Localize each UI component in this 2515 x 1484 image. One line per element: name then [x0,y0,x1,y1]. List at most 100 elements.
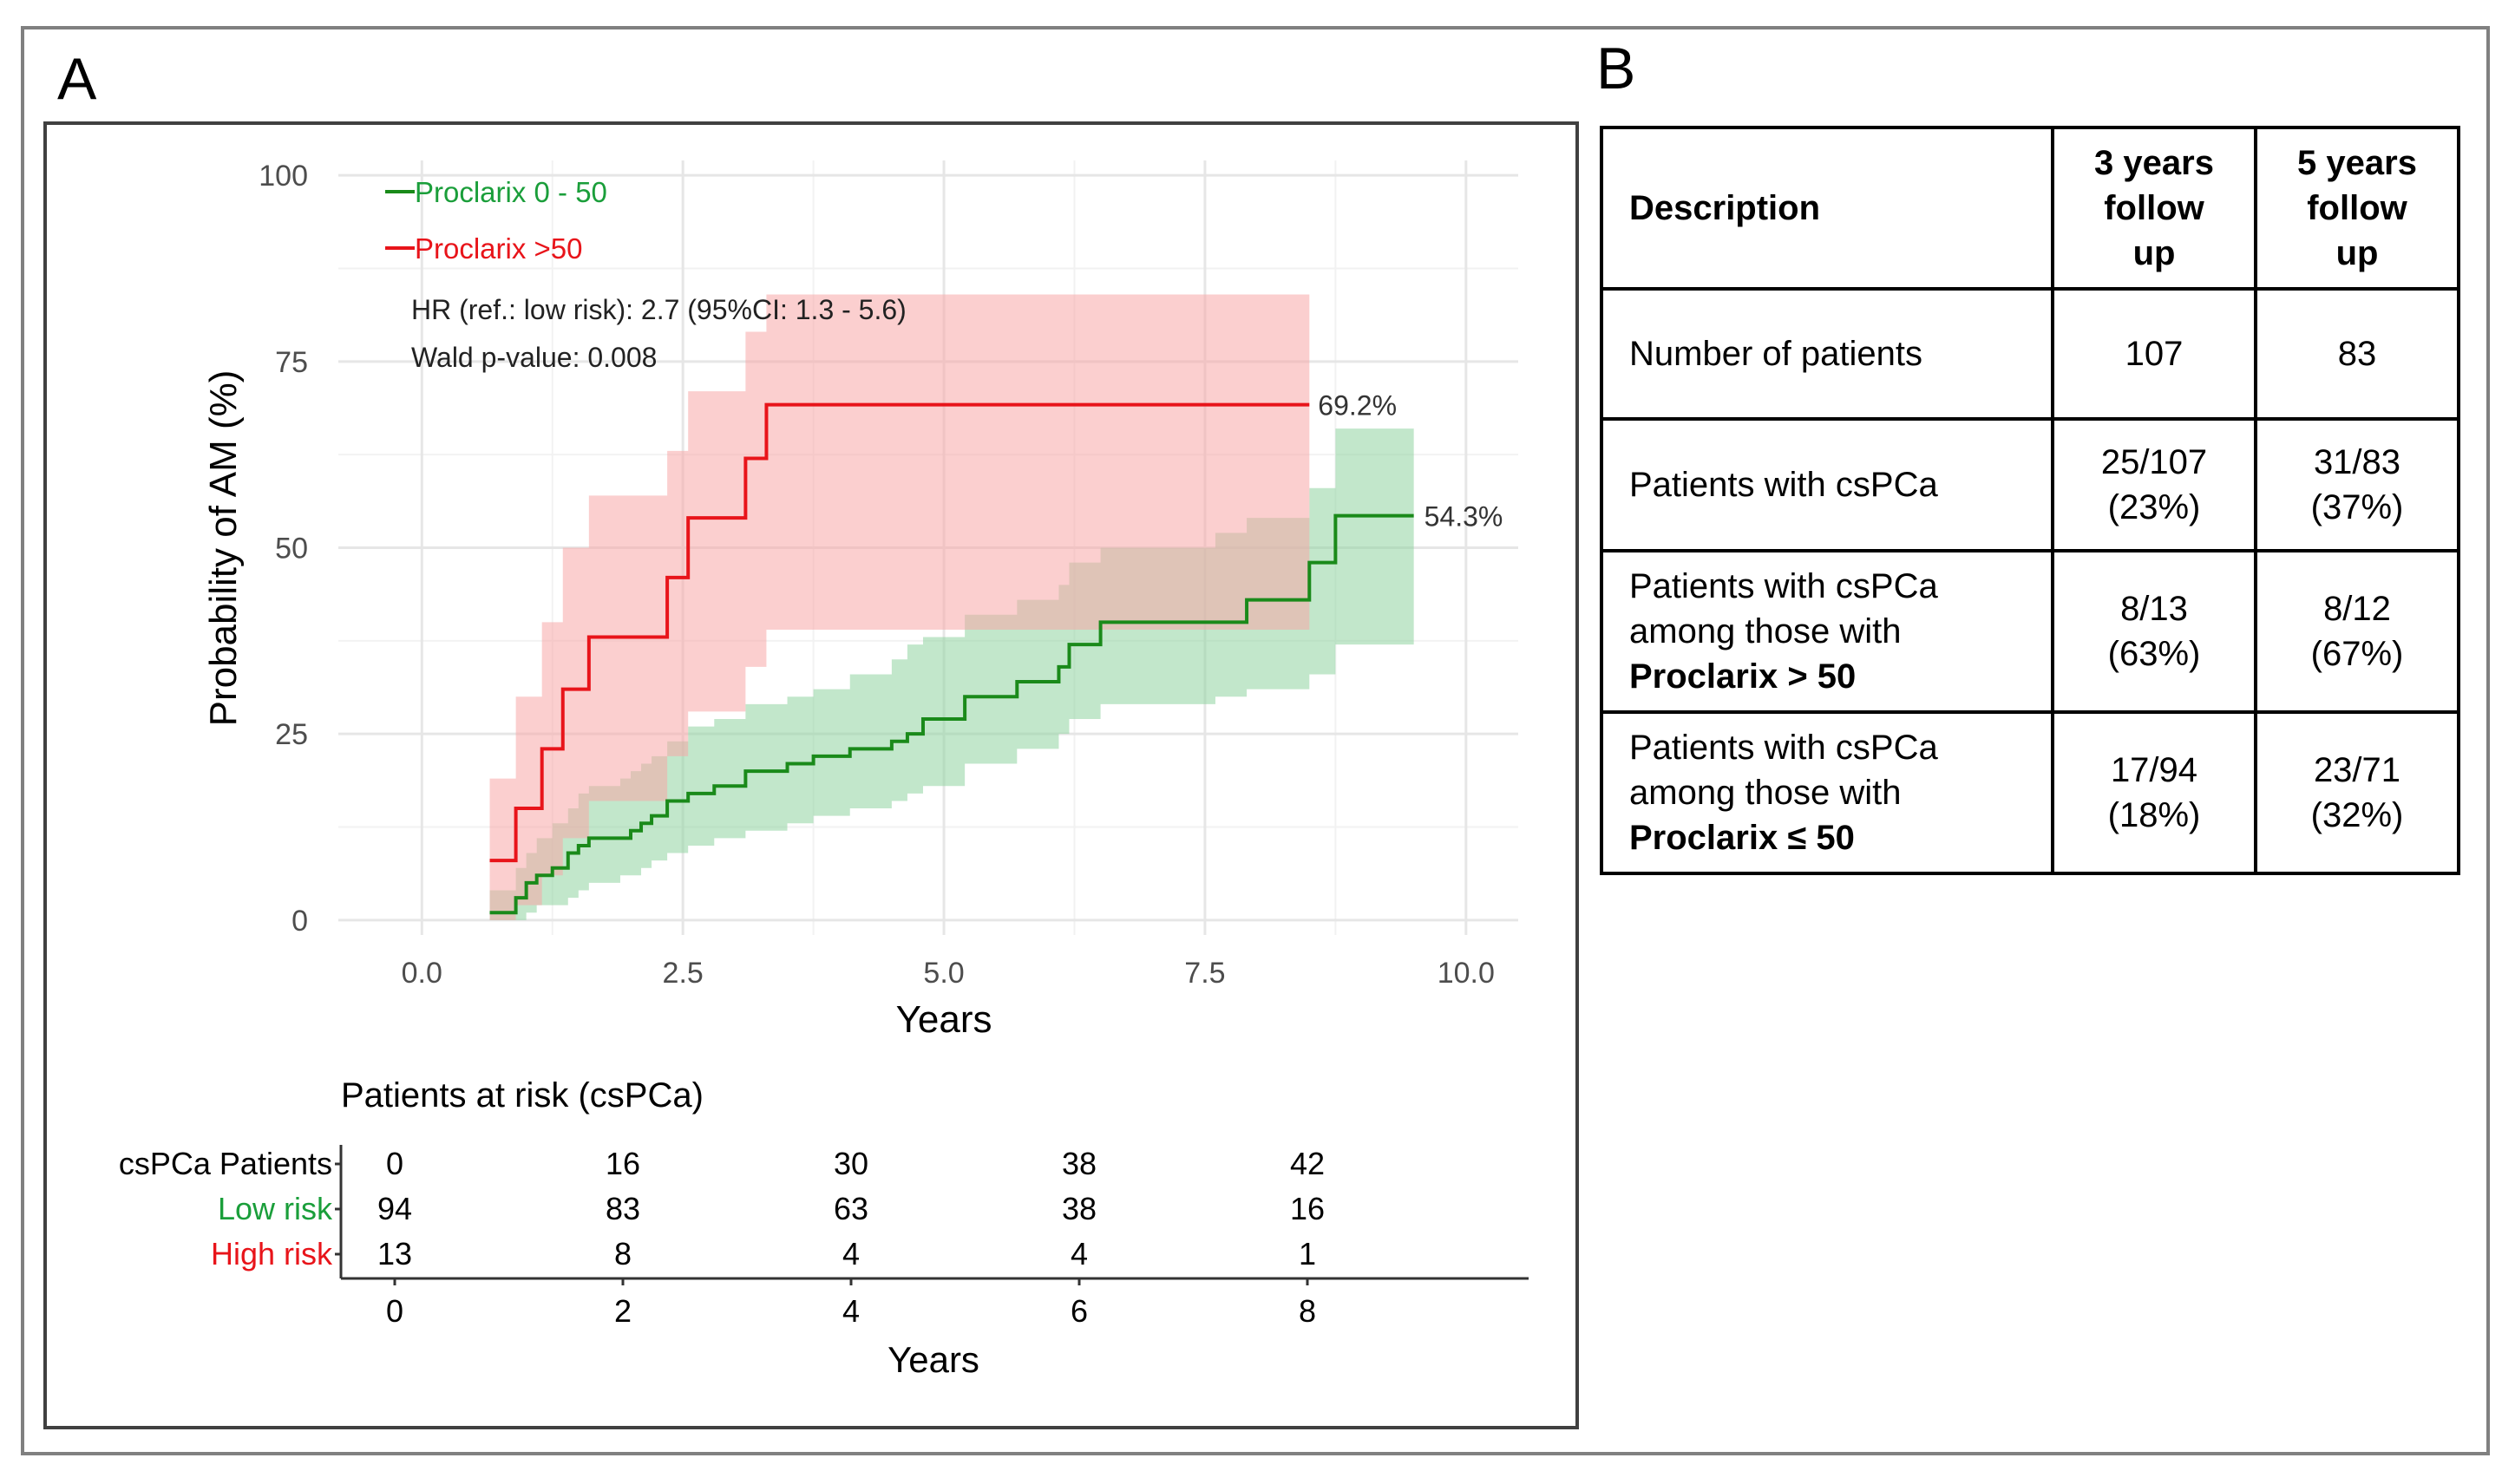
table-header-row: Description 3 years follow up 5 years fo… [1600,126,2460,291]
risk-row-label: csPCa Patients [119,1146,332,1181]
desc-line: Patients with csPCa [1629,466,1938,504]
header-line: follow [2307,189,2407,227]
row-description: Patients with csPCa [1600,417,2054,552]
table-row: Patients with csPCa 25/107 (23%) 31/83 (… [1600,417,2460,552]
risk-x-tick-label: 6 [1071,1293,1088,1329]
risk-table-cell: 94 [377,1191,412,1226]
y-axis-title: Probability of AM (%) [202,370,245,727]
y-tick-label: 100 [259,160,308,193]
header-5-years: 5 years follow up [2254,126,2460,291]
desc-line: Patients with csPCa [1629,729,1938,767]
p-value-annotation: Wald p-value: 0.008 [411,342,657,373]
y-tick-label: 75 [275,346,308,379]
confidence-band-high-risk [489,294,1310,920]
hazard-ratio-annotation: HR (ref.: low risk): 2.7 (95%CI: 1.3 - 5… [411,294,907,325]
panel-label-a: A [57,46,97,112]
follow-up-table: Description 3 years follow up 5 years fo… [1600,126,2460,875]
value-line: (18%) [2107,796,2201,834]
desc-line: Number of patients [1629,335,1922,373]
risk-x-tick-label: 4 [842,1293,860,1329]
header-line: up [2132,234,2176,272]
row-3-years: 25/107 (23%) [2051,417,2257,552]
value-line: 17/94 [2110,751,2198,789]
table-row: Number of patients 107 83 [1600,287,2460,421]
risk-table-title: Patients at risk (csPCa) [341,1076,704,1115]
risk-table-cell: 4 [842,1236,860,1272]
desc-line: Patients with csPCa [1629,567,1938,605]
x-tick-label: 7.5 [1184,957,1225,990]
risk-table-cell: 0 [386,1146,403,1181]
value-line: 8/12 [2323,590,2391,628]
legend-label-low-risk: Proclarix 0 - 50 [415,176,607,208]
risk-table-cell: 16 [606,1146,640,1181]
value-line: (23%) [2107,488,2201,526]
risk-table-cell: 63 [834,1191,868,1226]
risk-row-label: Low risk [218,1191,333,1226]
header-line: follow [2104,189,2204,227]
y-tick-label: 0 [291,905,308,938]
x-tick-label: 5.0 [923,957,964,990]
risk-table-x-title: Years [887,1339,979,1380]
risk-x-tick-label: 8 [1299,1293,1316,1329]
risk-x-tick-label: 2 [614,1293,632,1329]
risk-table-cell: 83 [606,1191,640,1226]
desc-line: among those with [1629,612,1902,650]
row-description: Patients with csPCa among those with Pro… [1600,549,2054,714]
row-description: Number of patients [1600,287,2054,421]
desc-bold-line: Proclarix > 50 [1629,657,1857,696]
panel-a-box [43,121,1579,1429]
x-axis-title: Years [896,998,992,1041]
value-line: (37%) [2310,488,2404,526]
header-line: up [2335,234,2379,272]
value-line: 8/13 [2120,590,2188,628]
risk-x-tick-label: 0 [386,1293,403,1329]
risk-table-cell: 4 [1071,1236,1088,1272]
x-tick-label: 2.5 [663,957,704,990]
risk-table-cell: 42 [1290,1146,1325,1181]
x-tick-label: 0.0 [402,957,442,990]
risk-table-cell: 38 [1062,1191,1097,1226]
header-line: 5 years [2297,144,2417,182]
legend-label-high-risk: Proclarix >50 [415,232,583,265]
row-5-years: 23/71 (32%) [2254,710,2460,875]
row-5-years: 31/83 (37%) [2254,417,2460,552]
row-description: Patients with csPCa among those with Pro… [1600,710,2054,875]
end-label-low-risk: 54.3% [1425,501,1503,533]
header-3-years: 3 years follow up [2051,126,2257,291]
table-row: Patients with csPCa among those with Pro… [1600,710,2460,875]
row-5-years: 8/12 (67%) [2254,549,2460,714]
value-line: 23/71 [2313,751,2401,789]
panel-label-b: B [1596,36,1636,101]
value-line: (63%) [2107,635,2201,673]
series-line-low-risk [489,513,1414,915]
value-line: 25/107 [2100,443,2208,481]
risk-table-cell: 16 [1290,1191,1325,1226]
value-line: 83 [2337,335,2377,373]
figure-frame [21,26,2490,1455]
table-row: Patients with csPCa among those with Pro… [1600,549,2460,714]
header-description: Description [1600,126,2054,291]
value-line: (67%) [2310,635,2404,673]
value-line: 107 [2125,335,2184,373]
value-line: (32%) [2310,796,2404,834]
risk-table-cell: 38 [1062,1146,1097,1181]
risk-table-cell: 13 [377,1236,412,1272]
value-line: 31/83 [2313,443,2401,481]
risk-table-cell: 8 [614,1236,632,1272]
row-5-years: 83 [2254,287,2460,421]
desc-bold-line: Proclarix ≤ 50 [1629,819,1855,857]
series-line-high-risk [489,402,1310,863]
x-tick-label: 10.0 [1438,957,1495,990]
row-3-years: 8/13 (63%) [2051,549,2257,714]
row-3-years: 17/94 (18%) [2051,710,2257,875]
y-tick-label: 50 [275,533,308,565]
desc-line: among those with [1629,774,1902,812]
risk-row-label: High risk [211,1236,333,1272]
row-3-years: 107 [2051,287,2257,421]
risk-table-cell: 1 [1299,1236,1316,1272]
end-label-high-risk: 69.2% [1318,390,1397,422]
risk-table-cell: 30 [834,1146,868,1181]
y-tick-label: 25 [275,718,308,751]
header-line: 3 years [2094,144,2214,182]
